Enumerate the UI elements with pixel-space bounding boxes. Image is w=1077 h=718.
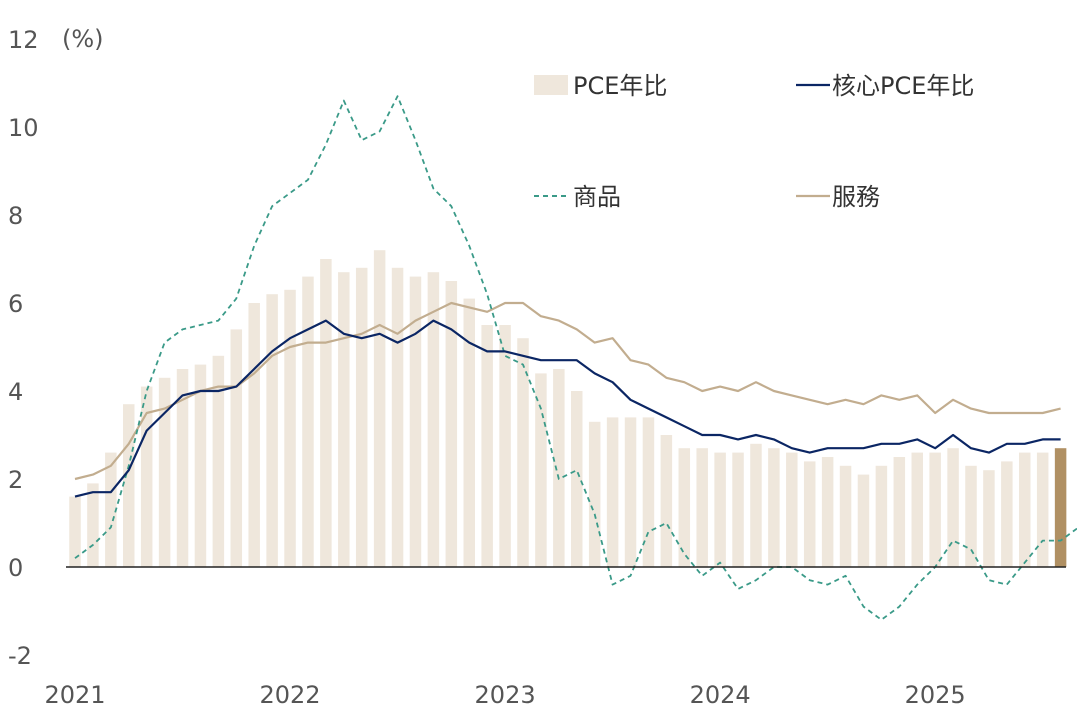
pce-bar <box>929 452 941 567</box>
legend-core-label: 核心PCE年比 <box>832 72 974 100</box>
legend-pce-label: PCE年比 <box>573 72 667 100</box>
pce-bar <box>69 496 81 567</box>
pce-bar <box>606 417 619 567</box>
legend-item-pce: PCE年比 <box>534 72 667 100</box>
y-unit-label: (%) <box>62 25 104 53</box>
pce-bar <box>248 303 260 567</box>
pce-bar <box>1001 461 1013 567</box>
pce-bar <box>320 259 332 567</box>
pce-bar <box>355 267 368 567</box>
pce-bar <box>535 373 547 567</box>
pce-bar <box>1019 452 1031 567</box>
pce-bar <box>588 421 601 567</box>
y-axis: 12 10 8 6 4 2 0 -2 <box>8 26 39 670</box>
pce-bar-latest <box>1054 448 1067 567</box>
goods-line <box>74 95 1077 621</box>
y-tick-label: 0 <box>8 554 23 582</box>
pce-bar <box>176 369 189 567</box>
pce-bar <box>158 377 171 567</box>
pce-bar <box>463 298 475 567</box>
legend-goods-label: 商品 <box>573 183 621 211</box>
pce-bar <box>732 452 744 567</box>
legend-services-label: 服務 <box>832 183 880 211</box>
pce-bar <box>212 355 225 567</box>
pce-bar <box>678 448 691 567</box>
pce-bar <box>87 483 99 567</box>
legend-item-core: 核心PCE年比 <box>796 72 974 100</box>
pce-bar <box>821 457 834 567</box>
pce-bar <box>391 267 404 567</box>
pce-bar <box>302 276 314 567</box>
legend-item-services: 服務 <box>796 183 880 211</box>
pce-bar <box>875 465 888 567</box>
pce-bar <box>123 404 135 567</box>
pce-bar <box>750 443 762 567</box>
pce-bar <box>983 470 995 567</box>
pce-bar <box>445 281 458 567</box>
legend-pce-swatch <box>534 75 568 95</box>
y-tick-label: 2 <box>8 466 23 494</box>
pce-bar <box>624 417 637 567</box>
pce-bar <box>230 329 243 567</box>
pce-bar <box>947 448 959 567</box>
pce-bar <box>911 452 923 567</box>
pce-bar <box>481 325 493 567</box>
pce-bar <box>893 457 906 567</box>
y-tick-label: 8 <box>8 202 23 230</box>
pce-bar <box>409 276 422 567</box>
pce-bars <box>69 250 1067 567</box>
y-tick-label: 10 <box>8 114 39 142</box>
pce-bar <box>839 465 852 567</box>
pce-bar <box>857 474 870 567</box>
pce-bar <box>1036 452 1049 567</box>
x-tick-label: 2023 <box>475 681 536 709</box>
pce-bar <box>140 386 153 567</box>
chart-lines <box>74 95 1077 621</box>
pce-bar <box>517 338 529 567</box>
legend-item-goods: 商品 <box>534 183 621 211</box>
core-pce-line <box>74 319 1061 498</box>
pce-bar <box>660 435 673 567</box>
x-tick-label: 2021 <box>44 681 105 709</box>
pce-bar <box>499 325 511 567</box>
x-tick-label: 2025 <box>905 681 966 709</box>
pce-bar <box>194 364 207 567</box>
pce-bar <box>714 452 726 567</box>
legend: PCE年比 核心PCE年比 商品 服務 <box>534 72 974 211</box>
x-tick-label: 2022 <box>260 681 321 709</box>
pce-bar <box>427 272 440 567</box>
x-tick-label: 2024 <box>690 681 751 709</box>
pce-bar <box>786 452 798 567</box>
pce-bar <box>105 452 117 567</box>
pce-bar <box>266 294 278 567</box>
pce-bar <box>803 461 816 567</box>
y-tick-label: 4 <box>8 378 23 406</box>
y-tick-label: 12 <box>8 26 39 54</box>
pce-bar <box>965 465 977 567</box>
pce-bar <box>642 417 655 567</box>
y-tick-label: -2 <box>8 642 32 670</box>
pce-bar <box>696 448 708 567</box>
pce-bar <box>338 272 350 567</box>
y-tick-label: 6 <box>8 290 23 318</box>
x-axis: 2021 2022 2023 2024 2025 <box>44 681 965 709</box>
pce-bar <box>768 448 780 567</box>
pce-bar <box>284 289 296 567</box>
pce-bar <box>553 369 565 567</box>
pce-bar <box>373 250 386 567</box>
pce-bar <box>571 391 583 567</box>
